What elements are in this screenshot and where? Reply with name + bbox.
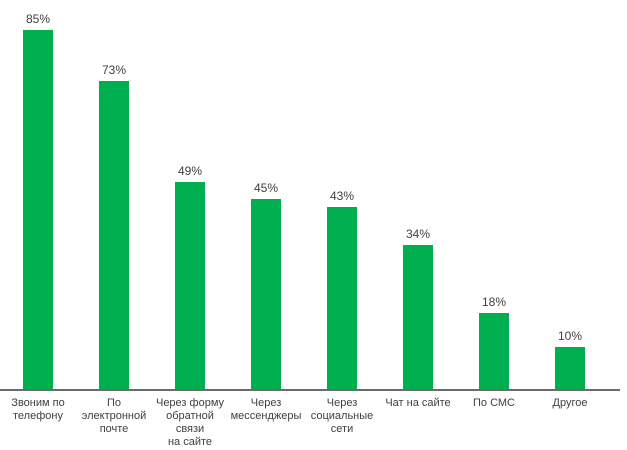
bar-value-label: 18% bbox=[481, 295, 507, 309]
bar-value-label: 49% bbox=[177, 164, 203, 178]
bar-value-label: 45% bbox=[253, 181, 279, 195]
x-axis-category-labels: Звоним по телефону По электронной почте Че… bbox=[0, 391, 608, 449]
category-label: По СМС bbox=[472, 397, 515, 409]
x-axis-line bbox=[0, 389, 620, 391]
bar-group: 10% bbox=[532, 0, 608, 389]
plot-area: 85% 73% 49% 45% 43% 34% 18% 10% bbox=[0, 0, 608, 389]
category-label: Через социальные сети bbox=[310, 397, 374, 435]
bar-value-label: 34% bbox=[405, 227, 431, 241]
bar-group: 34% bbox=[380, 0, 456, 389]
bar-group: 73% bbox=[76, 0, 152, 389]
bar bbox=[555, 347, 585, 389]
bar-value-label: 85% bbox=[25, 12, 51, 26]
bar-value-label: 43% bbox=[329, 189, 355, 203]
bar-group: 45% bbox=[228, 0, 304, 389]
bar bbox=[23, 30, 53, 389]
category-label: Через форму обратной связи на сайте bbox=[155, 397, 224, 448]
bar-group: 43% bbox=[304, 0, 380, 389]
bar-value-label: 10% bbox=[557, 329, 583, 343]
category-label: По электронной почте bbox=[81, 397, 147, 435]
category-label: Чат на сайте bbox=[385, 397, 451, 409]
bar bbox=[175, 182, 205, 389]
bar bbox=[403, 245, 433, 389]
bar bbox=[327, 207, 357, 389]
category-label: Звоним по телефону bbox=[11, 397, 65, 422]
bar bbox=[479, 313, 509, 389]
bar-group: 18% bbox=[456, 0, 532, 389]
bar-group: 85% bbox=[0, 0, 76, 389]
bar bbox=[99, 81, 129, 389]
category-label: Через мессенджеры bbox=[230, 397, 302, 422]
bar-group: 49% bbox=[152, 0, 228, 389]
bar bbox=[251, 199, 281, 389]
bar-value-label: 73% bbox=[101, 63, 127, 77]
category-label: Другое bbox=[552, 397, 588, 409]
